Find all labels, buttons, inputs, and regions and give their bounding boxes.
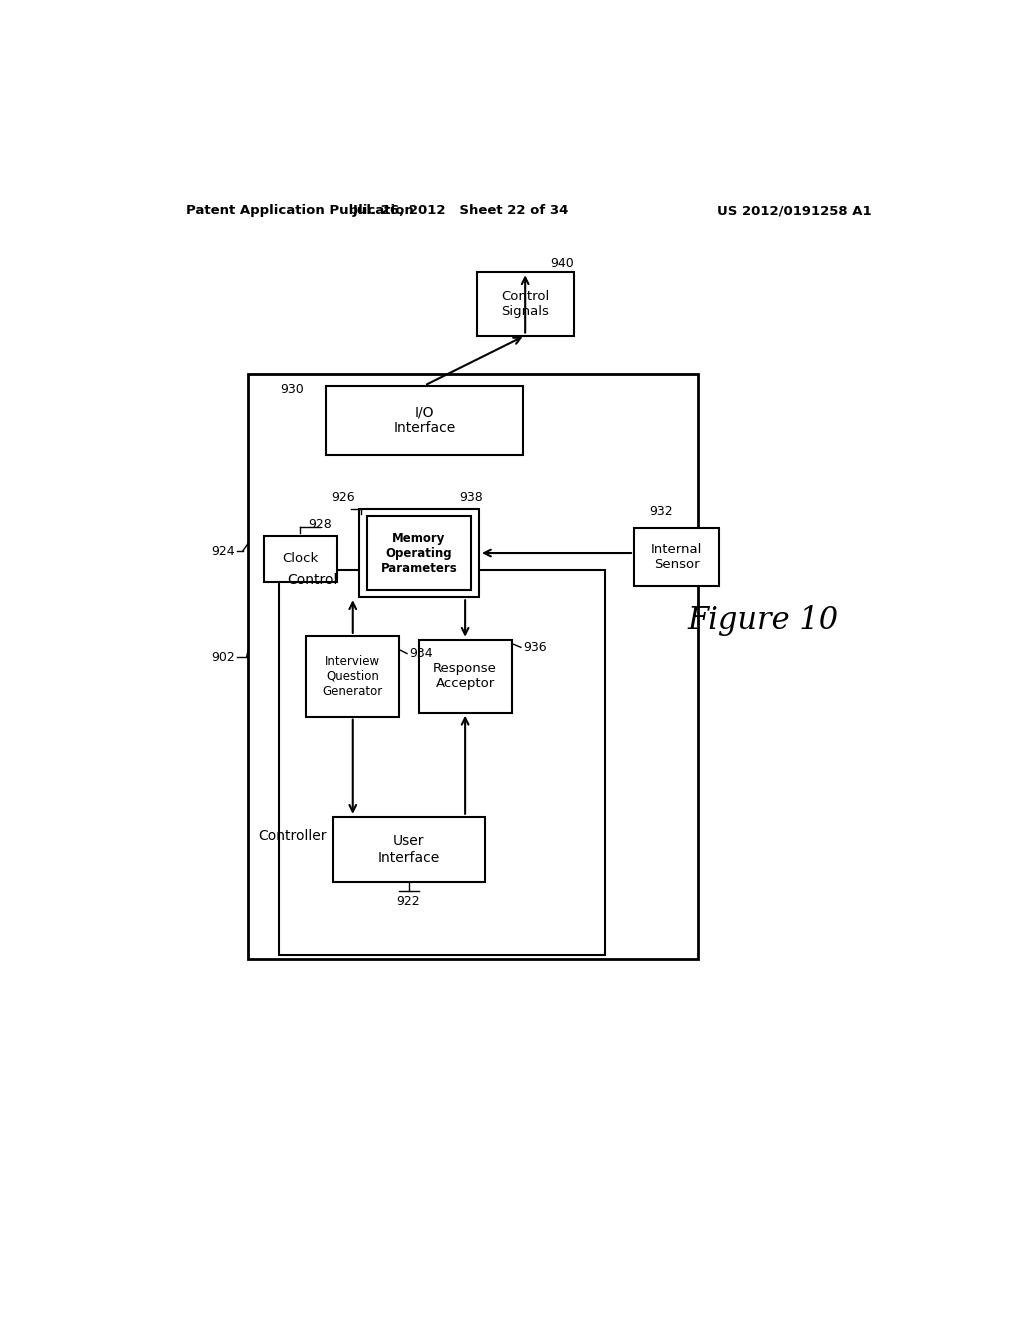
Bar [326, 385, 523, 455]
Text: 928: 928 [308, 519, 332, 532]
Text: 934: 934 [410, 647, 433, 660]
Bar [263, 536, 337, 582]
Text: 936: 936 [523, 640, 547, 653]
Bar [419, 640, 512, 713]
Text: Control
Signals: Control Signals [501, 290, 549, 318]
Bar [634, 528, 719, 586]
Text: 938: 938 [460, 491, 483, 504]
Bar [248, 374, 697, 960]
Text: Jul. 26, 2012   Sheet 22 of 34: Jul. 26, 2012 Sheet 22 of 34 [353, 205, 569, 218]
Text: Memory
Operating
Parameters: Memory Operating Parameters [381, 532, 458, 574]
Text: Controller: Controller [258, 829, 327, 843]
Text: 940: 940 [550, 256, 573, 269]
Text: Patent Application Publication: Patent Application Publication [186, 205, 414, 218]
Text: 922: 922 [396, 895, 421, 908]
Text: Figure 10: Figure 10 [688, 605, 839, 636]
Text: Clock: Clock [283, 552, 318, 565]
Text: 932: 932 [649, 504, 673, 517]
Bar [367, 516, 471, 590]
Text: 924: 924 [211, 545, 234, 557]
Bar [359, 508, 479, 597]
Text: 902: 902 [211, 651, 234, 664]
Bar [477, 272, 573, 335]
Text: 930: 930 [281, 383, 304, 396]
Bar [306, 636, 399, 717]
Text: Interview
Question
Generator: Interview Question Generator [323, 655, 383, 698]
Text: 926: 926 [332, 491, 355, 504]
Text: Control: Control [287, 573, 337, 587]
Text: User
Interface: User Interface [378, 834, 440, 865]
Text: I/O
Interface: I/O Interface [393, 405, 456, 436]
Text: Internal
Sensor: Internal Sensor [651, 543, 702, 570]
Bar [280, 570, 604, 956]
Text: US 2012/0191258 A1: US 2012/0191258 A1 [718, 205, 872, 218]
Bar [334, 817, 484, 882]
Text: Response
Acceptor: Response Acceptor [433, 663, 497, 690]
